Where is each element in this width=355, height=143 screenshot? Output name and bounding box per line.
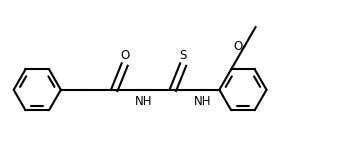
Text: S: S	[180, 49, 187, 62]
Text: NH: NH	[135, 95, 153, 108]
Text: NH: NH	[193, 95, 211, 108]
Text: O: O	[120, 49, 129, 62]
Text: O: O	[233, 40, 242, 53]
